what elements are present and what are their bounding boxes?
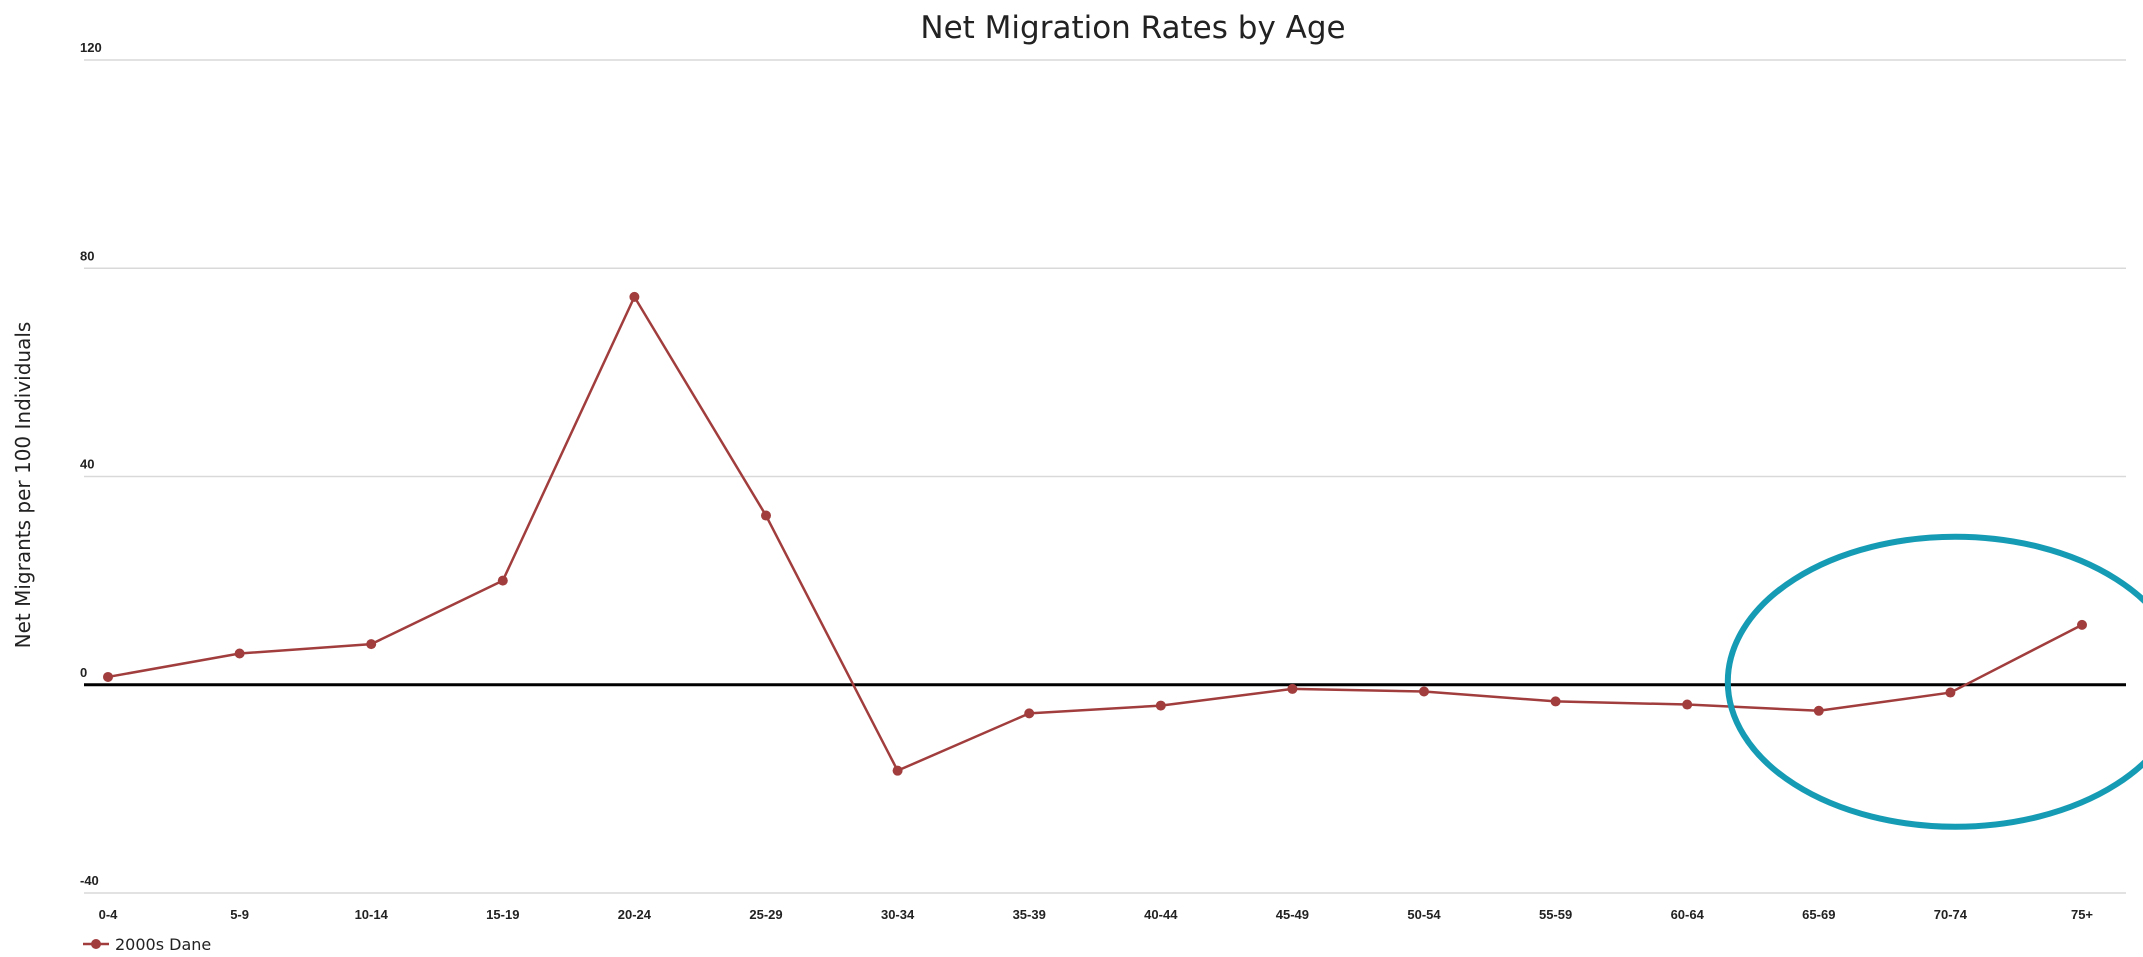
x-tick-label: 50-54 [1407, 907, 1441, 922]
data-point [1287, 683, 1298, 694]
x-tick-label: 70-74 [1934, 907, 1968, 922]
x-tick-label: 25-29 [749, 907, 782, 922]
data-point [1419, 686, 1429, 697]
data-point [892, 765, 903, 776]
y-tick-label: 40 [80, 457, 94, 472]
data-point [1550, 696, 1561, 707]
y-tick-label: -40 [80, 873, 99, 888]
annotation-layer [1724, 533, 2143, 830]
data-point [103, 671, 113, 682]
chart-title: Net Migration Rates by Age [920, 10, 1345, 46]
x-tick-label: 75+ [2071, 907, 2093, 922]
y-tick-label: 120 [80, 40, 102, 55]
y-axis-label: Net Migrants per 100 Individuals [11, 322, 35, 649]
x-tick-label: 10-14 [355, 907, 389, 922]
data-point [366, 639, 377, 650]
data-point [1155, 700, 1166, 711]
legend: 2000s Dane [83, 935, 211, 954]
x-tick-label: 30-34 [881, 907, 915, 922]
x-tick-label: 60-64 [1671, 907, 1705, 922]
x-tick-labels: 0-4 5-9 10-14 15-19 20-24 25-29 30-34 35-39 40-4… [99, 907, 2094, 922]
x-tick-label: 45-49 [1276, 907, 1309, 922]
legend-swatch-marker [91, 939, 101, 949]
data-point [1813, 705, 1824, 716]
x-tick-label: 0-4 [99, 907, 119, 922]
data-point [2077, 619, 2087, 630]
data-point [1024, 708, 1035, 719]
x-tick-label: 5-9 [230, 907, 249, 922]
series-line [107, 295, 2083, 772]
legend-label: 2000s Dane [115, 935, 211, 954]
highlight-ellipse [1724, 533, 2143, 830]
x-tick-label: 35-39 [1013, 907, 1046, 922]
data-point [761, 510, 771, 521]
x-tick-label: 15-19 [486, 907, 519, 922]
x-tick-label: 55-59 [1539, 907, 1572, 922]
x-tick-label: 65-69 [1802, 907, 1835, 922]
series-layer [103, 291, 2087, 776]
data-point [497, 575, 508, 586]
data-point [629, 291, 640, 302]
x-tick-label: 40-44 [1144, 907, 1178, 922]
data-point [1682, 699, 1693, 710]
y-tick-labels: 120 80 40 0 -40 [80, 40, 102, 888]
x-tick-label: 20-24 [618, 907, 652, 922]
y-tick-label: 0 [80, 665, 87, 680]
data-point [234, 648, 245, 659]
data-point [1945, 687, 1956, 698]
y-tick-label: 80 [80, 248, 94, 263]
grid-lines [84, 59, 2126, 894]
